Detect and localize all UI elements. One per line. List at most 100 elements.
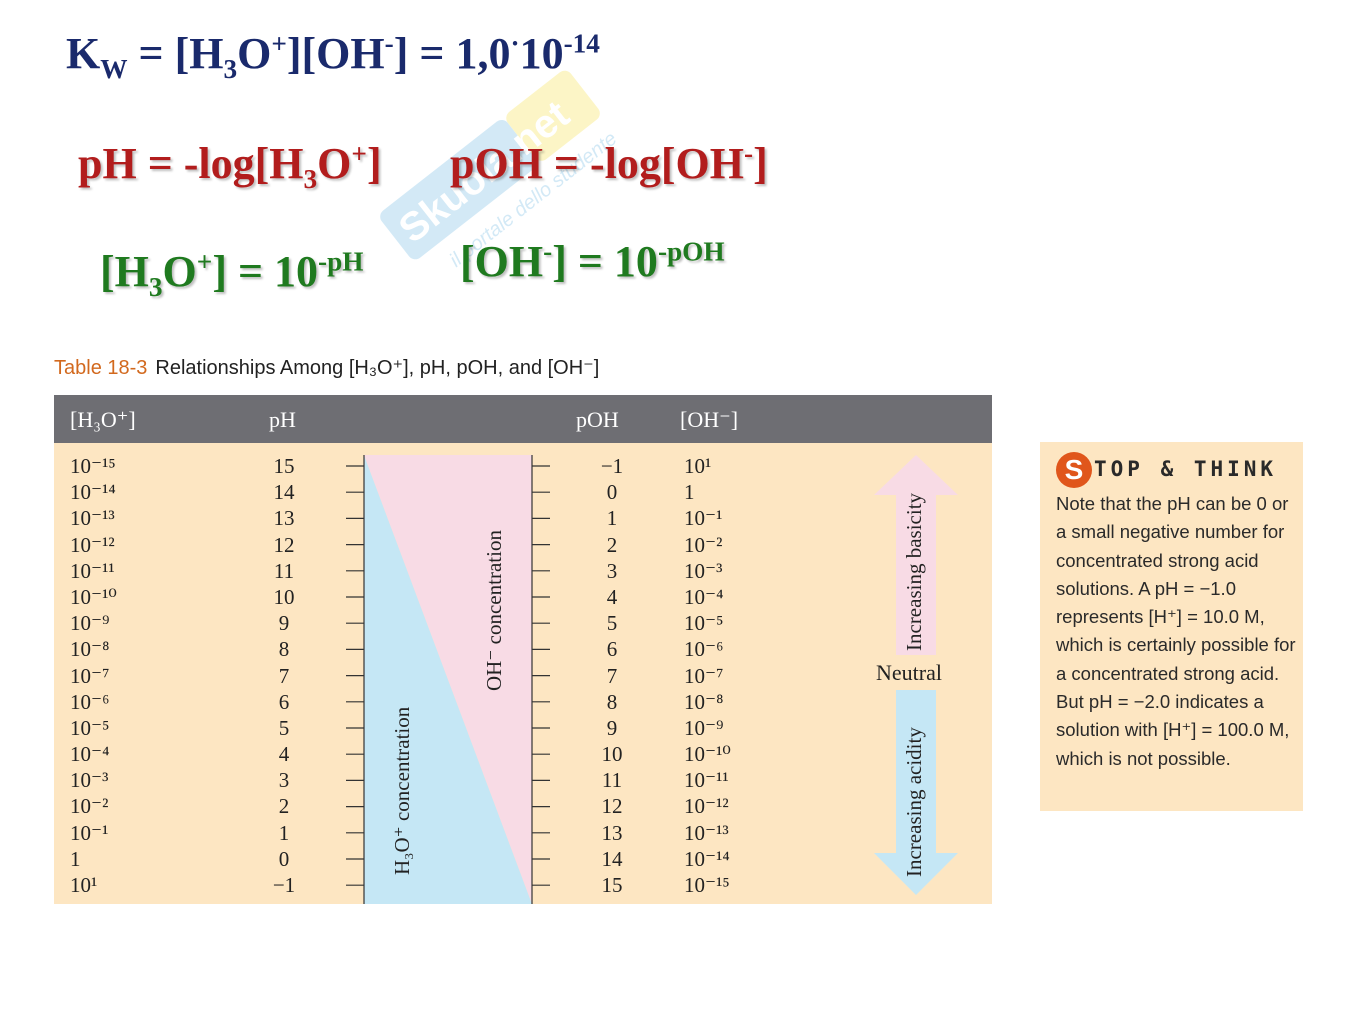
oh-cell: 10¹ (684, 454, 712, 478)
kw-o: O (237, 29, 272, 78)
ph-cell: 1 (278, 820, 290, 845)
h3o-cell: 10⁻⁹ (70, 611, 110, 636)
poh-cell: 4 (606, 584, 618, 609)
tick-marks (346, 465, 550, 886)
header-ph: pH (269, 407, 296, 432)
oh-cell: 10⁻³ (684, 558, 723, 583)
table-header: [H₃O⁺] pH pOH [OH⁻] (54, 395, 992, 443)
ph-cell: 11 (273, 558, 295, 583)
column-h3o: 10⁻¹⁵ 10⁻¹⁴ 10⁻¹³ 10⁻¹² 10⁻¹¹ 10⁻¹⁰ 10⁻⁹ 10⁻⁸ 10… (70, 455, 150, 900)
header-poh: pOH (576, 407, 619, 432)
ph-equation: pH = -log[H3O+] (78, 138, 382, 195)
table-number: Table 18-3 (54, 357, 148, 379)
poh-sup: - (743, 138, 754, 169)
h3o-exp: -pH (318, 246, 364, 277)
oh-equation: [OH-] = 10-pOH (460, 236, 725, 287)
ph-cell: 0 (278, 846, 290, 871)
oh-cell: 10⁻⁹ (684, 715, 724, 740)
ph-cell: 8 (278, 637, 290, 662)
h3o-cell: 10⁻¹ (70, 820, 109, 845)
kw-part1: = [H (127, 29, 224, 78)
table-caption: Table 18-3 Relationships Among [H₃O⁺], pH… (54, 355, 599, 380)
kw-equation: KW = [H3O+][OH-] = 1,0·10-14 (66, 28, 600, 85)
poh-cell: 1 (606, 506, 618, 531)
ph-cell: −1 (272, 873, 296, 897)
ph-cell: 5 (278, 715, 290, 740)
h3o-part2: ] = 10 (212, 247, 319, 296)
ph-cell: 10 (273, 584, 295, 609)
oh-cell: 10⁻¹¹ (684, 768, 729, 793)
ph-cell: 14 (273, 480, 295, 505)
poh-cell: 2 (606, 532, 618, 557)
kw-dot: · (510, 28, 520, 59)
h3o-cell: 10⁻¹² (70, 532, 115, 557)
h3o-cell: 10⁻¹³ (70, 506, 115, 531)
poh-cell: 0 (606, 480, 618, 505)
ph-cell: 3 (278, 768, 290, 793)
ph-cell: 9 (278, 611, 290, 636)
stop-think-text: Note that the pH can be 0 or a small neg… (1056, 493, 1296, 769)
kw-sub: W (100, 53, 128, 84)
poh-cell: 13 (601, 820, 623, 845)
ph-end: ] (366, 139, 382, 188)
h3o-concentration-label: H₃O⁺ concentration (390, 706, 414, 875)
kw-exp: -14 (563, 28, 600, 59)
table-title: Relationships Among [H₃O⁺], pH, pOH, and… (155, 357, 600, 379)
poh-cell: 10 (601, 742, 623, 767)
poh-cell: 3 (606, 558, 618, 583)
h3o-cell: 10⁻⁴ (70, 742, 110, 767)
oh-cell: 10⁻⁴ (684, 584, 724, 609)
h3o-cell: 10⁻⁶ (70, 689, 110, 714)
poh-cell: 6 (606, 637, 618, 662)
column-oh: 10¹ 1 10⁻¹ 10⁻² 10⁻³ 10⁻⁴ 10⁻⁵ 10⁻⁶ 10⁻⁷ 10⁻⁸ 10⁻⁹… (684, 455, 764, 900)
oh-cell: 1 (684, 480, 695, 505)
oh-cell: 10⁻⁸ (684, 689, 724, 714)
oh-cell: 10⁻¹⁰ (684, 742, 731, 767)
h3o-sub: 3 (148, 271, 163, 302)
watermark-logo: Skuola.net il portale dello studente (380, 70, 621, 272)
oh-cell: 10⁻⁵ (684, 611, 724, 636)
kw-mid: ][OH (286, 29, 385, 78)
poh-cell: 14 (601, 846, 623, 871)
kw-plus: + (271, 28, 287, 59)
column-ph: 15 14 13 12 11 10 9 8 7 6 5 4 3 2 1 0 −1 (244, 455, 324, 900)
poh-cell: 7 (606, 663, 618, 688)
h3o-cell: 10⁻² (70, 794, 109, 819)
ph-table: [H₃O⁺] pH pOH [OH⁻] 10⁻¹⁵ 10⁻¹⁴ 10⁻¹³ 10⁻¹²… (54, 395, 992, 904)
poh-cell: 12 (601, 794, 623, 819)
h3o-equation: [H3O+] = 10-pH (100, 246, 364, 303)
oh-cell: 10⁻¹ (684, 506, 723, 531)
poh-cell: 5 (606, 611, 618, 636)
oh-part1: [OH (460, 237, 544, 286)
acidity-arrow (874, 690, 958, 895)
oh-exp: -pOH (657, 236, 725, 267)
column-poh: −1 0 1 2 3 4 5 6 7 8 9 10 11 12 13 14 15 (572, 455, 652, 900)
oh-cell: 10⁻¹³ (684, 820, 729, 845)
h3o-cell: 10⁻⁵ (70, 715, 110, 740)
oh-cell: 10⁻¹⁵ (684, 873, 730, 897)
kw-minus: - (384, 28, 394, 59)
ph-cell: 13 (273, 506, 295, 531)
ph-sub: 3 (303, 163, 318, 194)
kw-ten: 10 (519, 29, 564, 78)
h3o-cell: 10⁻⁷ (70, 663, 110, 688)
header-h3o: [H₃O⁺] (70, 407, 136, 432)
poh-cell: 9 (606, 715, 618, 740)
h3o-cell: 10⁻¹⁴ (70, 480, 116, 505)
concentration-diagram (346, 455, 958, 904)
ph-part1: pH = -log[H (78, 139, 304, 188)
stop-s-icon: S (1056, 452, 1092, 488)
h3o-cell: 1 (70, 846, 81, 871)
ph-cell: 4 (278, 742, 290, 767)
ph-cell: 15 (273, 454, 295, 478)
stop-think-title: S TOP & THINK (1056, 452, 1277, 488)
poh-cell: 8 (606, 689, 618, 714)
h3o-o: O (162, 247, 197, 296)
h3o-cell: 10⁻⁸ (70, 637, 110, 662)
oh-part2: ] = 10 (552, 237, 658, 286)
h3o-cell: 10⁻¹⁰ (70, 584, 117, 609)
kw-end: ] = 1,0 (393, 29, 511, 78)
h3o-part1: [H (100, 247, 149, 296)
oh-cell: 10⁻⁷ (684, 663, 724, 688)
ph-o: O (317, 139, 352, 188)
